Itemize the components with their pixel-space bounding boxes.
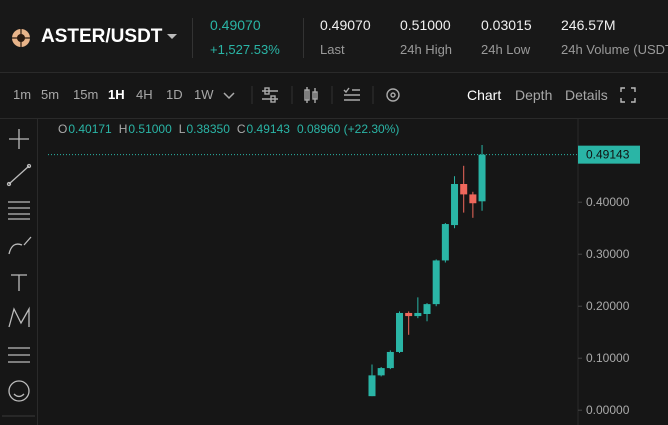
y-tick-label: 0.40000	[586, 195, 630, 209]
candle-body	[386, 351, 394, 369]
candle-body	[405, 312, 413, 317]
legend-value: 0.38350	[186, 122, 230, 136]
interval-button[interactable]: 15m	[73, 87, 99, 102]
separator	[192, 18, 193, 58]
text-tool[interactable]	[11, 274, 27, 291]
price-badge-label: 0.49143	[586, 148, 630, 162]
stat-label: 24h High	[400, 42, 453, 57]
coin-logo	[12, 29, 30, 47]
stat-value: 0.03015	[481, 17, 532, 33]
legend-key: C	[237, 122, 246, 136]
candle-body	[469, 194, 477, 204]
y-tick-label: 0.00000	[586, 403, 630, 417]
price-badge	[578, 145, 640, 164]
candle-body	[377, 368, 385, 376]
pattern-tool[interactable]	[8, 306, 30, 328]
pair-dropdown[interactable]	[166, 33, 178, 41]
header	[0, 0, 668, 73]
candle-body	[368, 375, 376, 397]
stat-label: 24h Volume (USDT)	[561, 42, 668, 57]
separator	[0, 118, 668, 119]
interval-button[interactable]: 1D	[166, 87, 183, 102]
interval-button[interactable]: 4H	[136, 87, 153, 102]
stat-value: 246.57M	[561, 17, 616, 33]
view-tab[interactable]: Chart	[467, 87, 502, 103]
y-tick-label: 0.20000	[586, 299, 630, 313]
view-tab[interactable]: Details	[565, 87, 608, 103]
template-icon[interactable]	[343, 87, 360, 101]
separator	[303, 18, 304, 58]
trendline-tool[interactable]	[6, 163, 32, 187]
fullscreen[interactable]	[620, 87, 636, 103]
legend-value: 0.51000	[128, 122, 172, 136]
interval-button[interactable]: 1W	[194, 87, 214, 102]
separator	[37, 119, 38, 425]
parallel-tool[interactable]	[8, 201, 30, 220]
interval-button[interactable]: 1m	[13, 87, 32, 102]
crosshair-tool[interactable]	[9, 129, 29, 149]
candle-body	[441, 224, 449, 261]
chart-tools	[251, 86, 400, 104]
last-price: 0.49070	[210, 17, 261, 33]
more-intervals[interactable]	[222, 88, 236, 102]
interval-button[interactable]: 5m	[41, 87, 60, 102]
stat-label: Last	[320, 42, 345, 57]
emoji-tool[interactable]	[8, 380, 30, 402]
legend-value: 0.40171	[68, 122, 112, 136]
stat-value: 0.49070	[320, 17, 371, 33]
y-tick-label: 0.10000	[586, 351, 630, 365]
stat-label: 24h Low	[481, 42, 531, 57]
legend-value: 0.49143	[247, 122, 291, 136]
brush-tool[interactable]	[8, 236, 32, 255]
candle-body	[396, 312, 404, 352]
candle-body	[414, 312, 422, 317]
candle-body	[451, 184, 459, 226]
candle-body	[478, 154, 486, 202]
interval-button[interactable]: 1H	[108, 87, 125, 102]
settings-icon[interactable]	[386, 88, 400, 102]
drawing-tools	[2, 129, 35, 417]
candle-body	[423, 304, 431, 314]
y-tick-label: 0.30000	[586, 247, 630, 261]
candle-body	[460, 184, 468, 195]
candle-body	[432, 260, 440, 305]
legend-key: O	[58, 122, 67, 136]
stat-value: 0.51000	[400, 17, 451, 33]
legend-key: H	[119, 122, 128, 136]
indicator-icon[interactable]	[262, 87, 278, 103]
view-tab[interactable]: Depth	[515, 87, 553, 103]
legend-change: 0.08960 (+22.30%)	[297, 122, 399, 136]
price-change: +1,527.53%	[210, 42, 280, 57]
legend-key: L	[179, 122, 186, 136]
measure-tool[interactable]	[8, 347, 30, 363]
pair-name[interactable]: ASTER/USDT	[41, 26, 163, 47]
candle-type-icon[interactable]	[304, 87, 318, 103]
